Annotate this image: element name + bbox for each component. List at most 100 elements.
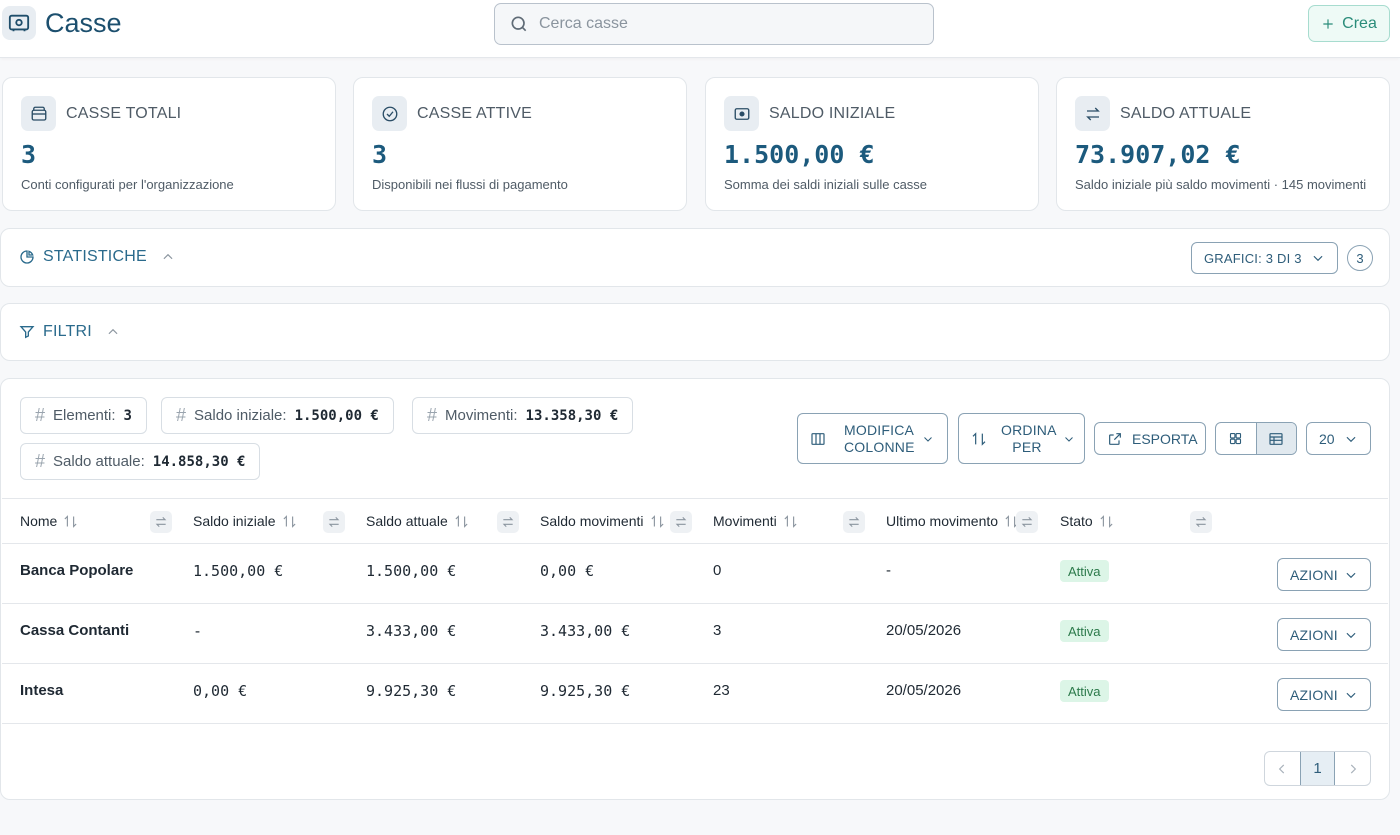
pagination: 1 [1264,751,1371,786]
cell-ultimo-movimento: 20/05/2026 [886,682,962,699]
page-number[interactable]: 1 [1299,752,1336,785]
grid-view-icon[interactable] [1216,423,1256,454]
filters-toggle[interactable]: FILTRI [19,323,120,341]
column-header-stato[interactable]: Stato [1060,513,1114,529]
swap-column-icon[interactable] [150,511,172,533]
summary-chip-movements: # Movimenti: 13.358,30 € [412,397,634,434]
chevron-left-icon[interactable] [1265,752,1300,785]
swap-column-icon[interactable] [670,511,692,533]
external-link-icon [1107,431,1123,447]
status-badge: Attiva [1060,620,1109,642]
actions-label: AZIONI [1290,626,1338,643]
search-icon [509,14,529,34]
actions-label: AZIONI [1290,566,1338,583]
export-button[interactable]: ESPORTA [1094,422,1206,455]
transfer-icon [1075,96,1110,131]
kpi-subtitle: Conti configurati per l'organizzazione [21,177,234,192]
chevron-up-icon [161,250,175,264]
kpi-card-current-balance: SALDO ATTUALE 73.907,02 € Saldo iniziale… [1056,77,1390,211]
charts-select[interactable]: GRAFICI: 3 DI 3 [1191,242,1338,274]
filter-icon [19,324,35,340]
sort-by-button[interactable]: ORDINA PER [958,413,1085,464]
cell-movimenti: 0 [713,562,722,579]
column-header-nome[interactable]: Nome [20,513,78,529]
chevron-down-icon [1344,688,1358,702]
table-row[interactable]: Banca Popolare 1.500,00 € 1.500,00 € 0,0… [2,544,1388,604]
search-box[interactable] [494,3,934,45]
create-button[interactable]: Crea [1308,5,1390,42]
swap-column-icon[interactable] [323,511,345,533]
swap-column-icon[interactable] [497,511,519,533]
kpi-value: 3 [21,140,37,169]
kpi-title: CASSE TOTALI [66,105,182,122]
table-row[interactable]: Cassa Contanti - 3.433,00 € 3.433,00 € 3… [2,604,1388,664]
kpi-card-active: CASSE ATTIVE 3 Disponibili nei flussi di… [353,77,687,211]
actions-button[interactable]: AZIONI [1277,618,1371,651]
export-label: ESPORTA [1132,430,1198,447]
kpi-value: 73.907,02 € [1075,140,1241,169]
filters-panel: FILTRI [0,303,1390,361]
chevron-down-icon [922,433,934,445]
page-title: Casse [45,8,122,38]
cell-saldo-iniziale: 1.500,00 € [193,562,284,580]
charts-count-badge: 3 [1347,245,1373,271]
cell-saldo-attuale: 1.500,00 € [366,562,457,580]
kpi-card-total: CASSE TOTALI 3 Conti configurati per l'o… [2,77,336,211]
column-header-saldo-attuale[interactable]: Saldo attuale [366,513,469,529]
page-size-select[interactable]: 20 [1306,422,1371,455]
column-header-ultimo-movimento[interactable]: Ultimo movimento [886,513,1019,529]
statistics-panel: STATISTICHE GRAFICI: 3 DI 3 3 [0,228,1390,287]
cell-saldo-movimenti: 3.433,00 € [540,622,631,640]
hash-icon: # [35,451,46,471]
kpi-card-initial-balance: SALDO INIZIALE 1.500,00 € Somma dei sald… [705,77,1039,211]
sort-icon [971,431,987,447]
cell-saldo-movimenti: 0,00 € [540,562,595,580]
chip-value: 14.858,30 € [152,453,246,470]
cell-ultimo-movimento: 20/05/2026 [886,622,962,639]
hash-icon: # [176,405,187,425]
edit-columns-button[interactable]: MODIFICA COLONNE [797,413,948,464]
wallet-icon [21,96,56,131]
cell-saldo-movimenti: 9.925,30 € [540,682,631,700]
sort-icon[interactable] [282,514,297,529]
sort-by-label: ORDINA PER [1001,421,1057,455]
actions-button[interactable]: AZIONI [1277,678,1371,711]
sort-icon[interactable] [1099,514,1114,529]
search-input[interactable] [539,15,899,33]
actions-button[interactable]: AZIONI [1277,558,1371,591]
cell-nome: Cassa Contanti [20,622,130,639]
cash-register-icon [2,6,36,40]
sort-icon[interactable] [454,514,469,529]
cell-ultimo-movimento: - [886,562,891,579]
kpi-value: 3 [372,140,388,169]
cell-saldo-attuale: 9.925,30 € [366,682,457,700]
sort-icon[interactable] [650,514,665,529]
column-header-movimenti[interactable]: Movimenti [713,513,798,529]
table-row[interactable]: Intesa 0,00 € 9.925,30 € 9.925,30 € 23 2… [2,664,1388,724]
chevron-right-icon[interactable] [1335,752,1370,785]
check-circle-icon [372,96,407,131]
banknote-icon [724,96,759,131]
columns-icon [810,431,826,447]
swap-column-icon[interactable] [1016,511,1038,533]
plus-icon [1321,17,1335,31]
sort-icon[interactable] [63,514,78,529]
table-view-icon[interactable] [1255,423,1296,454]
kpi-title: SALDO ATTUALE [1120,105,1252,122]
chevron-down-icon [1063,433,1075,445]
chevron-down-icon [1311,251,1325,265]
column-header-saldo-movimenti[interactable]: Saldo movimenti [540,513,665,529]
chevron-down-icon [1344,568,1358,582]
statistics-toggle[interactable]: STATISTICHE [19,248,175,266]
charts-select-label: GRAFICI: 3 DI 3 [1204,250,1302,266]
swap-column-icon[interactable] [1190,511,1212,533]
chevron-down-icon [1344,628,1358,642]
sort-icon[interactable] [783,514,798,529]
kpi-subtitle: Saldo iniziale più saldo movimenti · 145… [1075,177,1367,192]
top-bar: Casse Crea [0,0,1400,58]
chip-value: 3 [123,407,132,424]
status-badge: Attiva [1060,560,1109,582]
column-header-saldo-iniziale[interactable]: Saldo iniziale [193,513,297,529]
swap-column-icon[interactable] [843,511,865,533]
statistics-label: STATISTICHE [43,248,147,265]
